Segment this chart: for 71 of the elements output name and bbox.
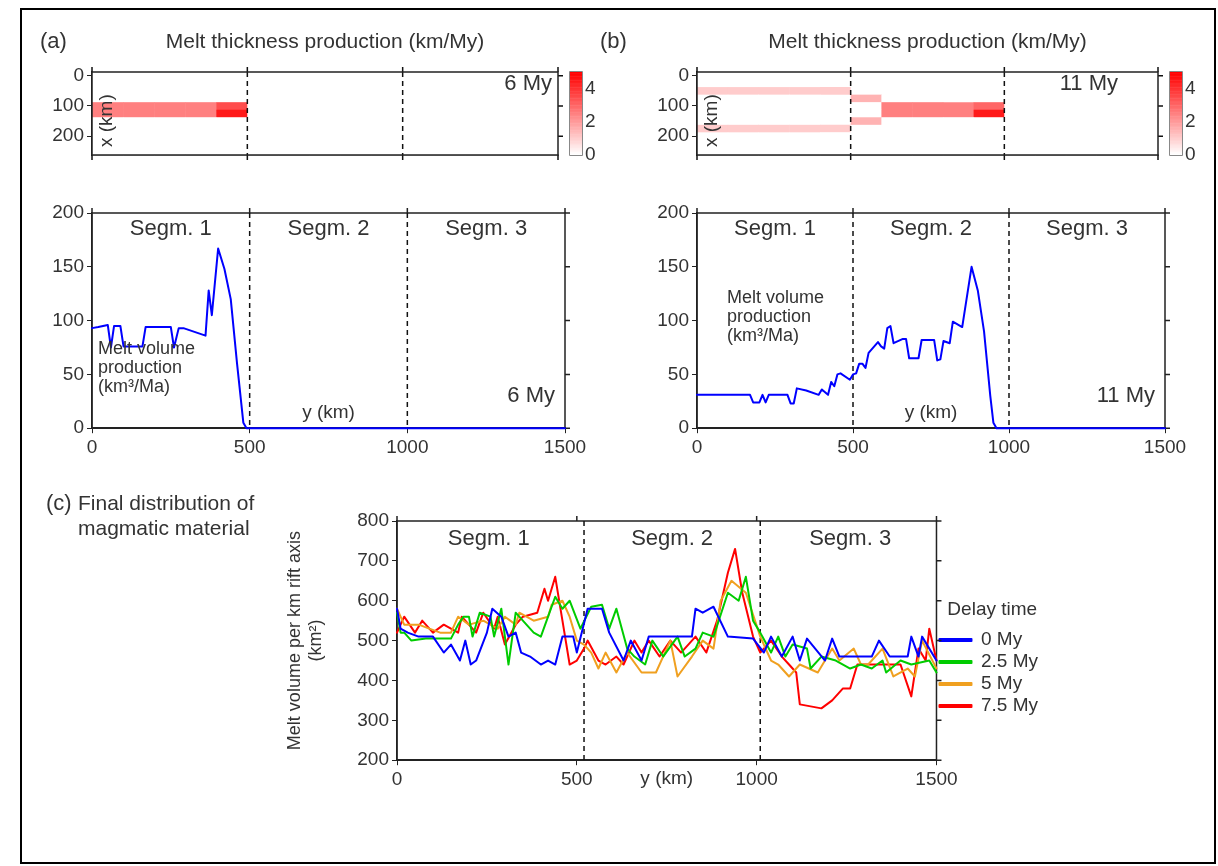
legend-label: 7.5 My [980,694,1039,716]
annotation: 6 My [504,70,552,95]
y-tick-label: 100 [657,308,689,330]
annotation: Segm. 1 [447,525,530,550]
x-tick-label: 1000 [987,435,1031,457]
text: Final distribution of magmatic material [78,491,255,539]
y-tick-label: 150 [657,255,689,277]
color-bar-label: 4 [1185,76,1196,98]
text: (c) [46,490,72,515]
text: (a) [40,28,67,53]
x-tick-label: 500 [233,435,266,457]
y-axis-title: Melt volume production (km³/Ma) [727,287,825,345]
y-tick-label: 500 [357,628,389,650]
x-tick-label: 1500 [915,767,958,789]
annotation: 11 My [1059,70,1118,95]
annotation: Segm. 3 [809,525,892,550]
y-tick-label: 50 [667,362,689,384]
y-tick-label: 200 [357,748,389,770]
y-tick-label: 700 [357,549,389,571]
legend-title: Delay time [947,598,1038,620]
annotation: Segm. 1 [734,215,816,240]
text: (b) [600,28,627,53]
x-axis-title: y (km) [904,401,958,423]
annotation: 6 My [507,382,555,408]
color-bar-label: 0 [1185,143,1196,165]
x-axis-title: y (km) [302,401,355,423]
y-tick-label: 800 [357,509,389,531]
x-axis-title: y (km) [640,767,694,789]
y-axis-title: Melt volume production (km³/Ma) [98,338,196,397]
y-tick-label: 400 [357,668,389,690]
legend-label: 2.5 My [980,650,1039,672]
y-tick-label: 200 [657,124,689,146]
y-axis-title: x (km) [95,94,116,147]
annotation: 11 My [1096,382,1155,408]
y-tick-label: 600 [357,588,389,610]
y-tick-label: 0 [73,416,84,438]
y-tick-label: 200 [52,124,84,146]
x-tick-label: 500 [837,435,869,457]
y-tick-label: 100 [657,94,689,116]
color-bar-label: 2 [585,110,596,132]
x-tick-label: 1500 [1143,435,1187,457]
annotation: Segm. 1 [129,215,212,240]
annotation: Segm. 2 [890,215,972,240]
y-tick-label: 150 [52,255,84,277]
x-tick-label: 500 [560,767,593,789]
y-tick-label: 0 [678,64,689,86]
x-tick-label: 1000 [735,767,778,789]
y-axis-title: Melt volume per km rift axis (km²) [283,531,326,751]
y-tick-label: 50 [62,362,84,384]
color-bar-label: 0 [585,143,596,165]
x-tick-label: 1000 [386,435,429,457]
y-tick-label: 0 [678,416,689,438]
y-tick-label: 100 [52,94,84,116]
annotation: Segm. 2 [631,525,714,550]
legend-label: 0 My [980,628,1023,650]
y-tick-label: 0 [73,64,84,86]
annotation: Segm. 3 [445,215,528,240]
annotation: Segm. 3 [1046,215,1128,240]
x-tick-label: 1500 [543,435,587,457]
x-tick-label: 0 [391,767,403,789]
legend-label: 5 My [980,672,1023,694]
y-tick-label: 200 [52,201,84,223]
y-axis-title: x (km) [700,94,721,147]
chart-title: Melt thickness production (km/My) [768,29,1087,52]
y-tick-label: 100 [52,308,84,330]
chart-title: Melt thickness production (km/My) [165,29,485,52]
annotation: Segm. 2 [287,215,370,240]
color-bar-label: 2 [1185,110,1196,132]
y-tick-label: 300 [357,708,389,730]
y-tick-label: 200 [657,201,689,223]
color-bar-label: 4 [585,76,596,98]
